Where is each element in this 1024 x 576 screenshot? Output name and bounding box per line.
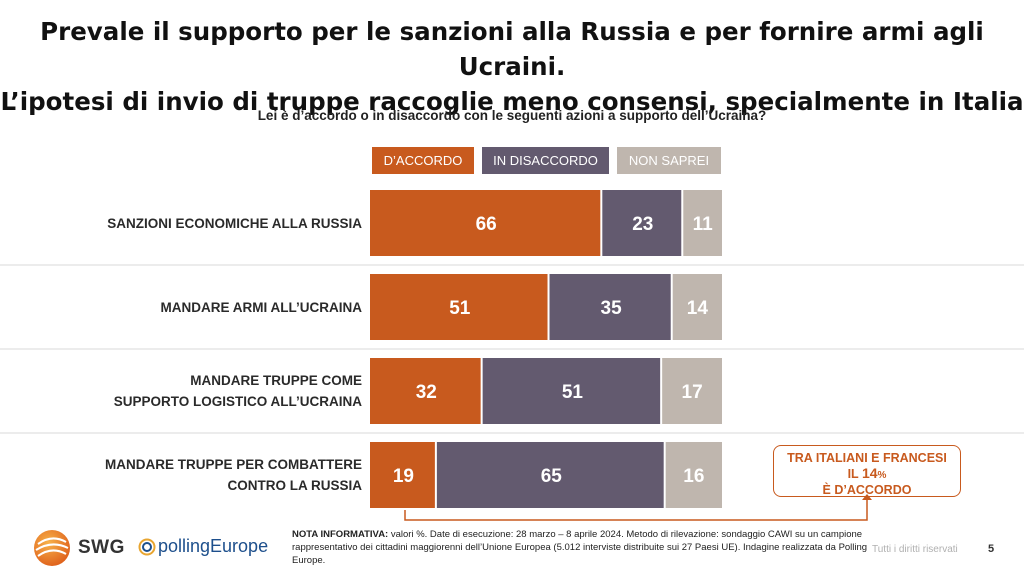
category-label-line: MANDARE TRUPPE COME (190, 373, 362, 388)
legend-agree: D’ACCORDO (372, 147, 474, 174)
page-title: Prevale il supporto per le sanzioni alla… (0, 14, 1024, 119)
bar-segment (436, 442, 664, 508)
bar-segment (683, 190, 722, 256)
polling-europe-logo-icon (138, 538, 156, 556)
category-label-line: SANZIONI ECONOMICHE ALLA RUSSIA (107, 215, 362, 231)
title-line-2: L’ipotesi di invio di truppe raccoglie m… (0, 87, 1024, 116)
category-label-line: MANDARE ARMI ALL’UCRAINA (160, 299, 363, 315)
chart-question: Lei è d’accordo o in disaccordo con le s… (257, 108, 767, 123)
swg-logo-icon (34, 530, 70, 566)
note-text: valori %. Date di esecuzione: 28 marzo –… (292, 529, 868, 566)
category-label-line: CONTRO LA RUSSIA (227, 478, 363, 493)
bar-segment (665, 442, 722, 508)
category-label: MANDARE TRUPPE COME SUPPORTO LOGISTICO AL… (20, 370, 362, 412)
bar-value-label: 23 (632, 214, 653, 235)
bar-value-label: 35 (601, 298, 623, 319)
bar-segment (662, 358, 722, 424)
methodology-note: NOTA INFORMATIVA: valori %. Date di esec… (292, 528, 872, 567)
annotation-line-2: IL 14% (774, 466, 960, 483)
bar-segment (549, 274, 671, 340)
swg-logo-text: SWG (78, 537, 125, 558)
category-label-line: MANDARE TRUPPE PER COMBATTERE (104, 457, 362, 472)
annotation-box: TRA ITALIANI E FRANCESI IL 14% È D’ACCOR… (773, 445, 961, 497)
bar-value-label: 51 (562, 382, 584, 403)
annotation-unit: % (877, 470, 887, 481)
bar-segment (370, 442, 435, 508)
bar-segment (370, 190, 601, 256)
annotation-connector (404, 498, 868, 521)
category-label: MANDARE ARMI ALL’UCRAINA (20, 297, 363, 318)
legend-disagree: IN DISACCORDO (482, 147, 609, 174)
bar-value-label: 32 (416, 382, 437, 403)
category-label-line: SUPPORTO LOGISTICO ALL’UCRAINA (113, 394, 362, 409)
bar-value-label: 51 (449, 298, 471, 319)
bar-value-label: 11 (693, 214, 714, 235)
bar-value-label: 14 (687, 298, 709, 319)
bar-value-label: 65 (541, 466, 563, 487)
annotation-value: 14 (861, 465, 878, 481)
annotation-arrowhead (862, 494, 872, 500)
bar-value-label: 17 (682, 382, 703, 403)
annotation-line-1: TRA ITALIANI E FRANCESI (787, 451, 947, 465)
rights-text: Tutti i diritti riservati (872, 544, 958, 555)
category-label: MANDARE TRUPPE PER COMBATTERE CONTRO LA R… (20, 454, 362, 496)
bar-segment (370, 274, 548, 340)
title-line-1: Prevale il supporto per le sanzioni alla… (40, 17, 984, 81)
legend-dont-know: NON SAPREI (617, 147, 721, 174)
polling-europe-logo-text: pollingEurope (158, 536, 269, 556)
page-number: 5 (988, 543, 995, 555)
bar-segment (370, 358, 481, 424)
bar-value-label: 66 (476, 214, 497, 235)
annotation-line-3: È D’ACCORDO (822, 483, 912, 497)
note-label: NOTA INFORMATIVA: (292, 529, 389, 540)
bar-segment (602, 190, 682, 256)
bar-value-label: 19 (393, 466, 414, 487)
bar-value-label: 16 (683, 466, 704, 487)
category-label: SANZIONI ECONOMICHE ALLA RUSSIA (20, 213, 362, 234)
bar-segment (672, 274, 722, 340)
annotation-prefix: IL (847, 467, 862, 481)
bar-segment (482, 358, 661, 424)
